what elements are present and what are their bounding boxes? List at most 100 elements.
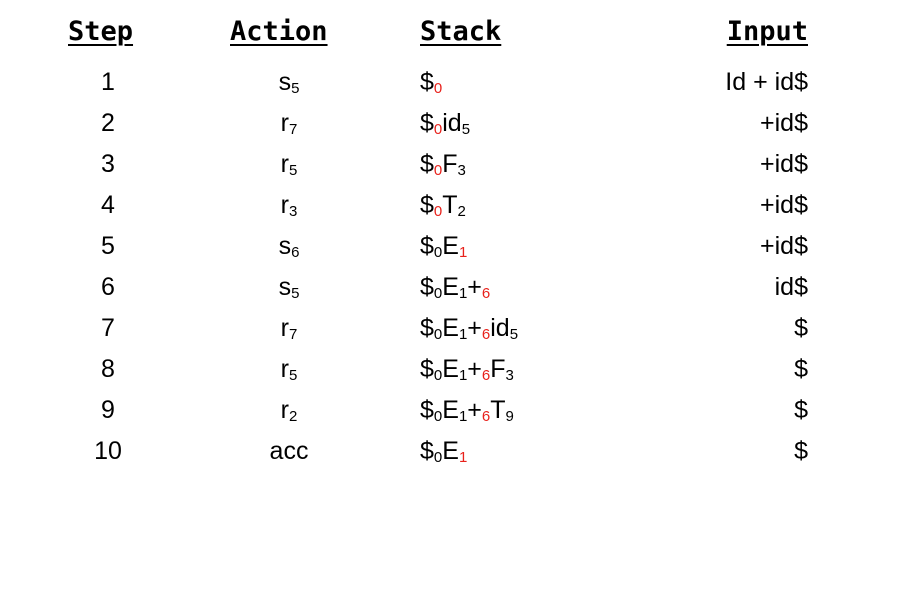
- stack-state: 1: [458, 449, 468, 466]
- action-base: r: [280, 396, 289, 424]
- stack-symbol: E: [442, 232, 459, 260]
- action-cell: s5: [229, 267, 349, 307]
- stack-symbol: id: [490, 314, 510, 342]
- stack-state: 0: [433, 80, 443, 97]
- action-cell: r7: [229, 308, 349, 348]
- action-state: 5: [288, 367, 298, 384]
- step-cell: 10: [94, 437, 122, 465]
- stack-symbol: id: [442, 109, 462, 137]
- stack-state: 0: [433, 449, 443, 466]
- stack-state: 1: [458, 367, 468, 384]
- action-cell: s5: [229, 62, 349, 102]
- stack-symbol: E: [442, 314, 459, 342]
- stack-state: 6: [481, 367, 491, 384]
- action-base: r: [280, 109, 289, 137]
- stack-cell: $0T2: [420, 185, 466, 225]
- table-row: 6 s5 $0E1+6 id$: [0, 267, 900, 307]
- stack-state: 0: [433, 244, 443, 261]
- step-cell: 3: [101, 150, 115, 178]
- stack-state: 6: [481, 326, 491, 343]
- step-cell: 6: [101, 273, 115, 301]
- stack-state: 0: [433, 203, 443, 220]
- stack-symbol: $: [420, 396, 434, 424]
- table-row: 2 r7 $0id5 +id$: [0, 103, 900, 143]
- input-cell: +id$: [760, 109, 808, 137]
- stack-cell: $0E1: [420, 226, 467, 266]
- action-base: r: [280, 314, 289, 342]
- action-state: 5: [288, 162, 298, 179]
- table-row: 1 s5 $0 Id + id$: [0, 62, 900, 102]
- action-base: r: [280, 150, 289, 178]
- input-cell: id$: [774, 273, 808, 301]
- stack-symbol: +: [467, 273, 482, 301]
- action-cell: acc: [229, 431, 349, 471]
- table-row: 9 r2 $0E1+6T9 $: [0, 390, 900, 430]
- stack-cell: $0E1+6id5: [420, 308, 518, 348]
- stack-symbol: $: [420, 191, 434, 219]
- table-row: 5 s6 $0E1 +id$: [0, 226, 900, 266]
- table-row: 4 r3 $0T2 +id$: [0, 185, 900, 225]
- step-cell: 1: [101, 68, 115, 96]
- stack-symbol: F: [490, 355, 506, 383]
- stack-symbol: E: [442, 437, 459, 465]
- stack-state: 9: [505, 408, 514, 425]
- stack-symbol: +: [467, 396, 482, 424]
- stack-cell: $0F3: [420, 144, 466, 184]
- action-state: 5: [291, 285, 300, 302]
- stack-state: 0: [433, 285, 443, 302]
- action-cell: r5: [229, 349, 349, 389]
- stack-symbol: $: [420, 273, 434, 301]
- step-cell: 2: [101, 109, 115, 137]
- stack-state: 0: [433, 162, 443, 179]
- table-row: 10 acc $0E1 $: [0, 431, 900, 471]
- input-cell: $: [794, 355, 808, 383]
- stack-state: 1: [458, 408, 468, 425]
- action-cell: r5: [229, 144, 349, 184]
- table-row: 7 r7 $0E1+6id5 $: [0, 308, 900, 348]
- stack-symbol: $: [420, 437, 434, 465]
- action-base: acc: [269, 437, 309, 465]
- stack-state: 5: [509, 326, 519, 343]
- stack-symbol: $: [420, 109, 434, 137]
- step-cell: 8: [101, 355, 115, 383]
- input-cell: $: [794, 437, 808, 465]
- header-step: Step: [68, 16, 134, 47]
- action-state: 2: [288, 408, 298, 425]
- stack-symbol: E: [442, 396, 459, 424]
- stack-state: 0: [433, 367, 443, 384]
- stack-state: 3: [457, 162, 466, 179]
- stack-cell: $0id5: [420, 103, 470, 143]
- action-state: 6: [291, 244, 300, 261]
- input-cell: +id$: [760, 150, 808, 178]
- input-cell: +id$: [760, 232, 808, 260]
- input-cell: +id$: [760, 191, 808, 219]
- stack-symbol: +: [467, 314, 482, 342]
- stack-state: 6: [481, 408, 491, 425]
- action-base: s: [278, 232, 292, 260]
- step-cell: 4: [101, 191, 115, 219]
- stack-symbol: T: [442, 191, 458, 219]
- stack-cell: $0E1+6: [420, 267, 490, 307]
- action-base: r: [280, 191, 289, 219]
- step-cell: 9: [101, 396, 115, 424]
- action-cell: s6: [229, 226, 349, 266]
- stack-symbol: T: [490, 396, 506, 424]
- action-state: 7: [288, 121, 298, 138]
- input-cell: $: [794, 314, 808, 342]
- stack-cell: $0E1+6T9: [420, 390, 514, 430]
- header-input: Input: [726, 16, 808, 47]
- stack-symbol: $: [420, 68, 434, 96]
- stack-state: 5: [461, 121, 471, 138]
- header-stack: Stack: [420, 16, 502, 47]
- stack-symbol: $: [420, 150, 434, 178]
- stack-state: 1: [458, 285, 468, 302]
- action-base: s: [278, 273, 292, 301]
- stack-symbol: $: [420, 232, 434, 260]
- input-cell: Id + id$: [725, 68, 808, 96]
- stack-cell: $0: [420, 62, 442, 102]
- action-cell: r7: [229, 103, 349, 143]
- stack-state: 6: [481, 285, 491, 302]
- stack-symbol: E: [442, 273, 459, 301]
- stack-state: 0: [433, 408, 443, 425]
- table-row: 8 r5 $0E1+6F3 $: [0, 349, 900, 389]
